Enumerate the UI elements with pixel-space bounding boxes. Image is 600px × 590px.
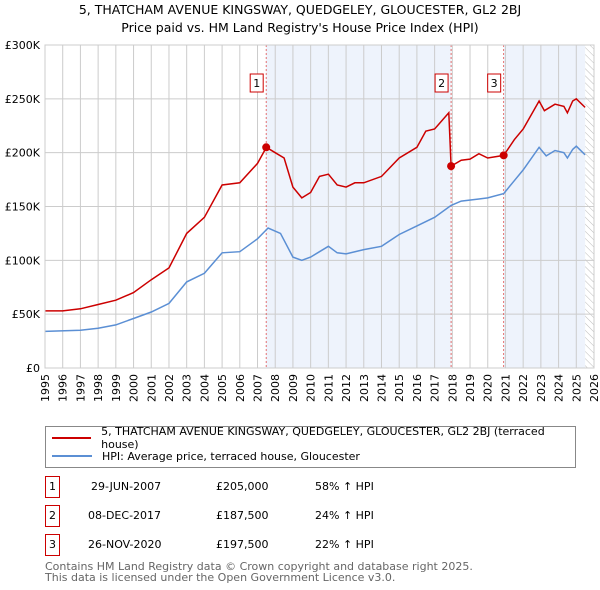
x-tick-label: 2024 (553, 374, 566, 402)
plot-border (44, 44, 595, 369)
annotation-label: 1 (253, 77, 260, 90)
transaction-date: 26-NOV-2020 (88, 538, 162, 551)
x-tick-label: 2000 (128, 374, 141, 402)
x-tick-label: 1995 (39, 374, 52, 402)
transaction-hpi: 58% ↑ HPI (315, 480, 374, 493)
x-tick-label: 2017 (429, 374, 442, 402)
y-tick-label: £150K (5, 201, 41, 214)
x-tick-label: 2003 (181, 374, 194, 402)
y-tick-label: £250K (5, 93, 41, 106)
transaction-marker: 1 (45, 476, 60, 498)
x-tick-label: 2014 (375, 374, 388, 402)
y-tick-label: £300K (5, 39, 41, 52)
transaction-row: 3 26-NOV-2020 £197,500 22% ↑ HPI (45, 534, 545, 556)
x-tick-label: 2022 (517, 374, 530, 402)
sale-point (499, 151, 508, 160)
transaction-date: 29-JUN-2007 (91, 480, 162, 493)
annotation-box (434, 73, 449, 93)
x-tick-label: 1999 (110, 374, 123, 402)
transaction-price: £187,500 (216, 509, 269, 522)
y-tick-label: £50K (12, 308, 41, 321)
transaction-price: £197,500 (216, 538, 269, 551)
legend-label: 5, THATCHAM AVENUE KINGSWAY, QUEDGELEY, … (101, 425, 545, 451)
x-tick-label: 2002 (163, 374, 176, 402)
x-tick-label: 2005 (216, 374, 229, 402)
legend-item-property: 5, THATCHAM AVENUE KINGSWAY, QUEDGELEY, … (52, 425, 575, 451)
chart-title: 5, THATCHAM AVENUE KINGSWAY, QUEDGELEY, … (78, 2, 522, 17)
x-tick-label: 2015 (393, 374, 406, 402)
chart-subtitle: Price paid vs. HM Land Registry's House … (121, 20, 479, 35)
x-tick-label: 2012 (340, 374, 353, 402)
x-tick-label: 2004 (198, 374, 211, 402)
x-tick-label: 1996 (57, 374, 70, 402)
x-tick-label: 2016 (411, 374, 424, 402)
x-tick-label: 2025 (570, 374, 583, 402)
y-tick-label: £100K (5, 254, 41, 267)
transaction-price: £205,000 (216, 480, 269, 493)
legend-swatch (52, 437, 92, 439)
x-tick-label: 2009 (287, 374, 300, 402)
legend-swatch (52, 455, 92, 457)
x-tick-label: 2006 (234, 374, 247, 402)
sale-point (447, 162, 456, 171)
y-tick-label: £200K (5, 147, 41, 160)
transaction-row: 2 08-DEC-2017 £187,500 24% ↑ HPI (45, 505, 545, 527)
legend-label: HPI: Average price, terraced house, Glou… (102, 449, 360, 463)
x-tick-label: 2013 (358, 374, 371, 402)
x-tick-label: 2001 (145, 374, 158, 402)
x-tick-label: 2018 (446, 374, 459, 402)
legend: 5, THATCHAM AVENUE KINGSWAY, QUEDGELEY, … (45, 425, 576, 468)
x-tick-label: 2007 (252, 374, 265, 402)
x-tick-label: 2008 (269, 374, 282, 402)
transaction-marker: 2 (45, 505, 60, 527)
transaction-marker: 3 (45, 534, 60, 556)
annotation-label: 2 (438, 77, 445, 90)
x-tick-label: 2023 (535, 374, 548, 402)
transaction-hpi: 22% ↑ HPI (315, 538, 374, 551)
annotation-label: 3 (491, 77, 498, 90)
footer-copyright: Contains HM Land Registry data © Crown c… (45, 560, 473, 573)
x-tick-label: 2026 (588, 374, 600, 402)
x-tick-label: 2011 (322, 374, 335, 402)
x-tick-label: 2019 (464, 374, 477, 402)
hpi-line (44, 145, 586, 333)
legend-item-hpi: HPI: Average price, terraced house, Glou… (52, 447, 360, 465)
annotation-box (487, 73, 502, 93)
transaction-hpi: 24% ↑ HPI (315, 509, 374, 522)
x-tick-label: 2021 (499, 374, 512, 402)
footer-licence: This data is licensed under the Open Gov… (45, 571, 396, 584)
transaction-date: 08-DEC-2017 (88, 509, 162, 522)
x-tick-label: 1997 (74, 374, 87, 402)
sale-point (262, 143, 271, 152)
price-paid-line (45, 97, 586, 312)
x-tick-label: 2020 (482, 374, 495, 402)
chart-plot: 1995 1996 1997 1998 1999 2000 2001 2002 2003 2004… (5, 39, 600, 402)
annotation-box (249, 73, 264, 93)
x-tick-label: 2010 (305, 374, 318, 402)
y-tick-label: £0 (26, 362, 40, 375)
transaction-row: 1 29-JUN-2007 £205,000 58% ↑ HPI (45, 476, 545, 498)
x-tick-label: 1998 (92, 374, 105, 402)
